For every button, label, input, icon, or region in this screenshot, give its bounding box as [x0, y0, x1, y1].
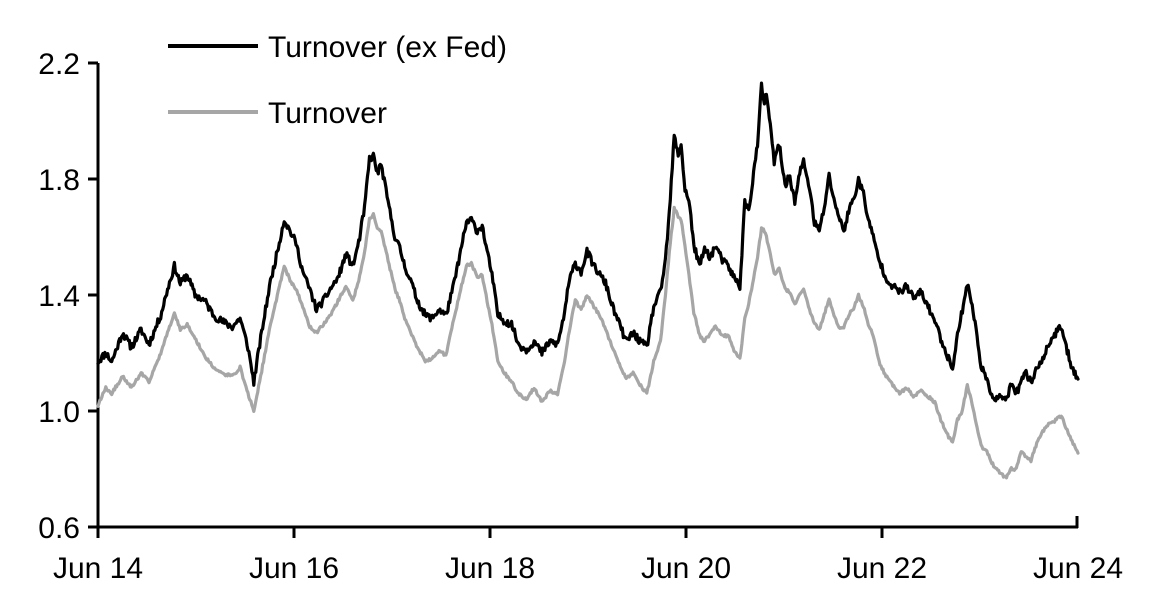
x-tick-label: Jun 24	[1033, 552, 1123, 585]
y-tick-label: 0.6	[38, 512, 80, 545]
x-tick-label: Jun 18	[445, 552, 535, 585]
series-line-turnover-ex-fed	[96, 81, 1080, 403]
y-tick-label: 1.0	[38, 396, 80, 429]
x-tick-label: Jun 20	[641, 552, 731, 585]
legend: Turnover (ex Fed) Turnover	[168, 31, 507, 130]
axes	[88, 61, 1079, 538]
x-tick-label: Jun 16	[249, 552, 339, 585]
y-tick-label: 2.2	[38, 48, 80, 81]
y-tick-label: 1.8	[38, 164, 80, 197]
tick-labels: 0.6 1.0 1.4 1.8 2.2 Jun 14 Jun 16 Jun 18 Jun 20 J…	[38, 48, 1123, 585]
x-tick-label: Jun 14	[53, 552, 143, 585]
series-lines	[96, 81, 1080, 480]
x-tick-label: Jun 22	[837, 552, 927, 585]
legend-label-turnover-ex-fed: Turnover (ex Fed)	[268, 31, 507, 64]
legend-label-turnover: Turnover	[268, 97, 387, 130]
y-tick-label: 1.4	[38, 280, 80, 313]
series-line-turnover	[96, 205, 1080, 480]
